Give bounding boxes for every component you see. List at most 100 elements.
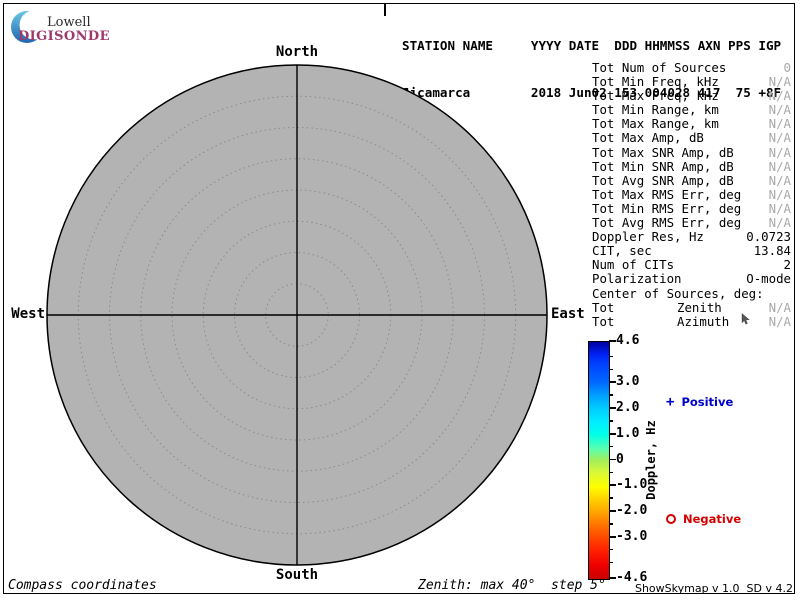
stat-row: Tot Avg RMS Err, deg N/A: [592, 215, 791, 231]
stat-label: CIT, sec: [592, 243, 652, 259]
logo-lowell-text: Lowell: [47, 15, 91, 30]
colorbar-minor-tick: [609, 561, 613, 564]
colorbar-minor-tick: [609, 445, 613, 448]
compass-label-south: South: [275, 567, 319, 583]
negative-marker-icon: [666, 514, 676, 524]
stat-label: Tot Min SNR Amp, dB: [592, 158, 734, 174]
colorbar-tick: [609, 484, 616, 487]
colorbar-minor-tick: [609, 355, 613, 358]
stat-label: Tot: [592, 313, 615, 329]
stat-value: N/A: [768, 158, 791, 174]
stat-value: N/A: [768, 313, 791, 329]
colorbar-minor-tick: [609, 523, 613, 525]
stat-value: 0: [783, 60, 791, 75]
window-frame: [3, 3, 795, 594]
stat-value: O-mode: [746, 271, 791, 287]
stat-row: Num of CITs 2: [592, 258, 791, 272]
colorbar-tick: [609, 432, 616, 435]
stat-label: Tot Avg RMS Err, deg: [592, 215, 742, 231]
colorbar-tick-label: -2.0: [616, 503, 648, 519]
stat-label: Tot: [592, 299, 615, 315]
stat-label: Tot Max RMS Err, deg: [592, 186, 742, 202]
digisonde-crescent-logo-icon: [11, 10, 46, 43]
colorbar-tick: [609, 458, 616, 461]
stat-value: N/A: [768, 299, 791, 315]
stat-row: Doppler Res, Hz 0.0723: [592, 230, 791, 244]
stat-row: Tot Num of Sources 0: [592, 60, 791, 75]
colorbar-minor-tick: [609, 368, 613, 371]
stat-row: Center of Sources, deg:: [592, 285, 791, 301]
stat-row: Tot Min Range, km N/A: [592, 103, 791, 117]
stat-row: Tot Max SNR Amp, dB N/A: [592, 144, 791, 160]
stat-row: Tot Max Range, km N/A: [592, 117, 791, 131]
stat-value: N/A: [768, 116, 791, 132]
stat-row: Tot Zenith N/A: [592, 299, 791, 315]
stat-label: Tot Max Range, km: [592, 116, 719, 132]
stat-row: CIT, sec 13.84: [592, 244, 791, 258]
stat-label: Tot Min Range, km: [592, 102, 719, 118]
colorbar-tick: [609, 535, 616, 538]
stat-value: N/A: [768, 102, 791, 118]
station-header-columns: STATION NAME YYYY DATE DDD HHMMSS AXN PP…: [402, 38, 782, 53]
version-text: ShowSkymap v 1.0 SD v 4.2: [634, 582, 793, 595]
skymap-plot: [46, 64, 548, 566]
stat-label: Num of CITs: [592, 257, 675, 273]
logo-digisonde: DIGISONDE: [18, 29, 110, 44]
colorbar-tick: [609, 510, 616, 512]
colorbar-minor-tick: [609, 394, 613, 396]
stat-value: N/A: [768, 88, 791, 104]
stat-label: Doppler Res, Hz: [592, 229, 704, 245]
colorbar-tick-label: 4.6: [616, 333, 640, 348]
compass-label-east: East: [551, 306, 585, 322]
stat-label: Polarization: [592, 271, 682, 287]
colorbar-minor-tick: [609, 497, 613, 499]
stat-row: Tot Min Freq, kHz N/A: [592, 74, 791, 90]
zenith-scale-note: Zenith: max 40° step 5°: [418, 578, 606, 593]
colorbar-tick-label: 1.0: [616, 425, 640, 441]
stat-label: Center of Sources, deg:: [592, 285, 764, 301]
stat-value: 2: [783, 257, 791, 273]
compass-label-west: West: [11, 306, 45, 322]
colorbar-tick: [609, 340, 616, 342]
legend-negative-label: Negative: [683, 512, 742, 526]
colorbar-minor-tick: [609, 420, 613, 422]
colorbar-tick-label: -1.0: [616, 477, 648, 493]
stat-value: N/A: [768, 144, 791, 160]
stat-row: Tot Max RMS Err, deg N/A: [592, 186, 791, 202]
compass-label-north: North: [275, 44, 319, 60]
colorbar-minor-tick: [609, 471, 613, 474]
colorbar-tick-label: -3.0: [616, 528, 648, 544]
colorbar-tick-label: 3.0: [616, 374, 640, 390]
header-divider: [384, 3, 386, 16]
stat-row: Tot Avg SNR Amp, dB N/A: [592, 172, 791, 188]
stat-value: N/A: [768, 215, 791, 231]
colorbar-tick: [609, 381, 616, 383]
coordinates-note: Compass coordinates: [8, 578, 157, 593]
stat-sublabel: Azimuth: [677, 313, 730, 329]
stat-value: N/A: [768, 200, 791, 216]
stat-row: Tot Min RMS Err, deg N/A: [592, 200, 791, 216]
stat-label: Tot Num of Sources: [592, 60, 727, 75]
colorbar-tick: [609, 577, 616, 579]
stat-sublabel: Zenith: [677, 299, 722, 315]
mouse-cursor-icon: [741, 313, 750, 325]
stat-row: Tot Max Amp, dB N/A: [592, 131, 791, 145]
legend-positive: + Positive: [666, 395, 733, 409]
colorbar-tick-label: -4.6: [616, 570, 648, 585]
stat-row: Tot Azimuth N/A: [592, 313, 791, 329]
stat-label: Tot Avg SNR Amp, dB: [592, 172, 734, 188]
stat-value: 0.0723: [746, 229, 791, 245]
stat-label: Tot Max Freq, kHz: [592, 88, 719, 104]
station-header: STATION NAME YYYY DATE DDD HHMMSS AXN PP…: [402, 7, 781, 131]
stats-panel: Tot Num of Sources 0 Tot Min Freq, kHz N/A T…: [592, 60, 791, 329]
legend-positive-label: Positive: [681, 395, 734, 409]
stat-row: Polarization O-mode: [592, 272, 791, 286]
colorbar: [588, 341, 610, 580]
stat-value: N/A: [768, 186, 791, 202]
stat-label: Tot Min Freq, kHz: [592, 74, 719, 90]
stat-value: N/A: [768, 172, 791, 188]
positive-marker-icon: +: [666, 394, 675, 410]
legend-negative: Negative: [666, 512, 741, 526]
stat-label: Tot Max Amp, dB: [592, 130, 704, 146]
